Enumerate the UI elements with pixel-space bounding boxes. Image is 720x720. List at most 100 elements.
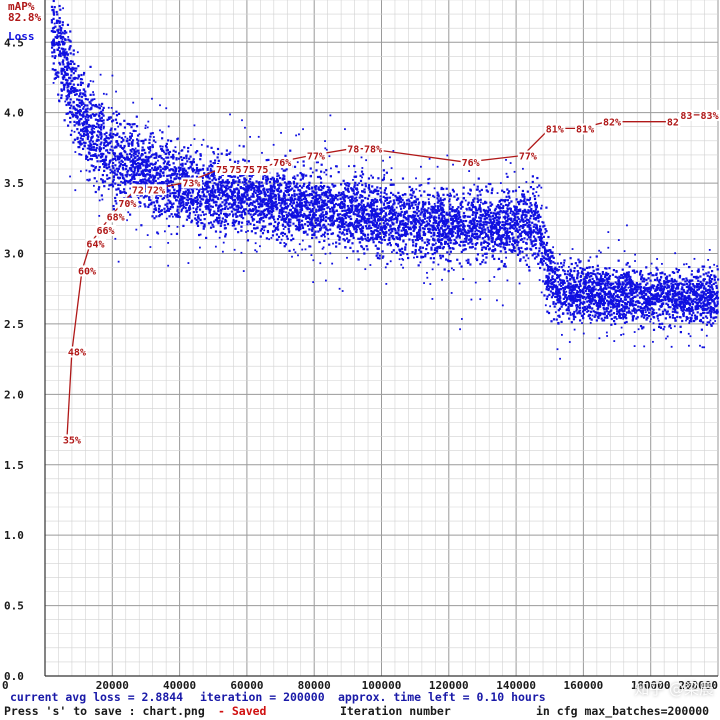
- loss-point: [663, 273, 666, 276]
- loss-point: [310, 224, 313, 227]
- loss-point: [165, 185, 169, 189]
- loss-point: [169, 202, 172, 205]
- loss-point: [337, 191, 341, 194]
- loss-point: [488, 242, 491, 245]
- loss-point: [137, 139, 140, 142]
- loss-point: [591, 277, 594, 280]
- loss-point: [602, 306, 605, 310]
- loss-point: [425, 247, 428, 251]
- loss-point: [370, 226, 373, 229]
- loss-point: [430, 231, 433, 235]
- loss-point: [366, 217, 369, 221]
- loss-point: [699, 275, 702, 278]
- loss-point: [289, 182, 292, 185]
- loss-point: [487, 221, 490, 224]
- loss-point: [306, 208, 309, 211]
- loss-point: [608, 267, 611, 270]
- loss-point: [393, 211, 396, 214]
- loss-point: [115, 202, 118, 205]
- loss-point: [698, 294, 701, 297]
- loss-point: [646, 282, 649, 285]
- loss-point: [320, 206, 323, 209]
- loss-point: [513, 222, 517, 225]
- loss-point: [180, 175, 184, 179]
- loss-point: [639, 287, 642, 290]
- loss-point: [354, 208, 357, 211]
- loss-point: [374, 198, 377, 201]
- loss-point: [634, 291, 637, 294]
- loss-point: [269, 184, 272, 187]
- loss-point: [265, 188, 268, 191]
- loss-point: [430, 208, 433, 211]
- loss-point: [371, 223, 375, 227]
- loss-point: [312, 233, 315, 236]
- loss-point: [411, 194, 414, 197]
- loss-point: [539, 242, 543, 245]
- loss-point: [76, 89, 79, 92]
- loss-point: [357, 204, 361, 207]
- loss-point: [122, 132, 125, 135]
- loss-point: [512, 223, 515, 227]
- loss-point: [493, 224, 497, 227]
- loss-point: [432, 257, 436, 260]
- loss-point: [295, 216, 298, 219]
- loss-point: [696, 284, 699, 287]
- loss-point: [196, 198, 199, 201]
- loss-point: [571, 274, 574, 277]
- loss-point: [69, 77, 72, 80]
- loss-point: [314, 188, 317, 191]
- loss-point: [73, 77, 76, 81]
- loss-point: [549, 282, 552, 285]
- loss-point: [580, 270, 584, 273]
- loss-point: [164, 152, 167, 155]
- loss-point: [211, 185, 215, 188]
- loss-point: [87, 125, 90, 128]
- loss-point: [98, 107, 102, 110]
- loss-point: [331, 196, 334, 199]
- loss-point: [387, 238, 390, 241]
- loss-point: [151, 145, 154, 149]
- loss-point: [549, 269, 552, 272]
- loss-point: [629, 278, 633, 282]
- loss-point: [328, 217, 332, 221]
- loss-point: [224, 202, 227, 205]
- loss-point: [553, 267, 556, 270]
- loss-point: [443, 240, 447, 243]
- loss-point: [545, 206, 548, 209]
- loss-point: [432, 261, 435, 264]
- loss-point: [660, 303, 663, 306]
- loss-point: [467, 201, 470, 204]
- loss-point: [710, 316, 713, 319]
- loss-point: [662, 302, 665, 305]
- loss-point: [351, 223, 354, 226]
- loss-point: [177, 170, 181, 173]
- loss-point: [267, 198, 271, 201]
- loss-point: [676, 311, 679, 314]
- loss-point: [445, 211, 448, 215]
- loss-point: [250, 215, 253, 219]
- loss-point: [526, 190, 529, 193]
- loss-point: [407, 220, 410, 223]
- loss-point: [365, 227, 368, 230]
- loss-point: [521, 193, 524, 196]
- loss-point: [618, 288, 621, 292]
- loss-point: [149, 145, 152, 149]
- loss-point: [535, 204, 538, 207]
- loss-point: [519, 224, 522, 228]
- loss-point: [648, 300, 652, 303]
- loss-point: [188, 214, 191, 217]
- loss-point: [265, 159, 268, 162]
- loss-point: [563, 281, 566, 285]
- loss-point: [240, 194, 244, 197]
- loss-point: [395, 198, 398, 202]
- loss-point: [215, 183, 218, 186]
- loss-point: [531, 244, 534, 248]
- loss-point: [86, 98, 89, 101]
- loss-point: [690, 309, 693, 313]
- loss-point: [602, 301, 606, 304]
- loss-point: [691, 303, 694, 306]
- loss-point: [504, 212, 508, 215]
- loss-point: [148, 156, 151, 159]
- loss-point: [258, 212, 261, 215]
- loss-point: [166, 162, 169, 166]
